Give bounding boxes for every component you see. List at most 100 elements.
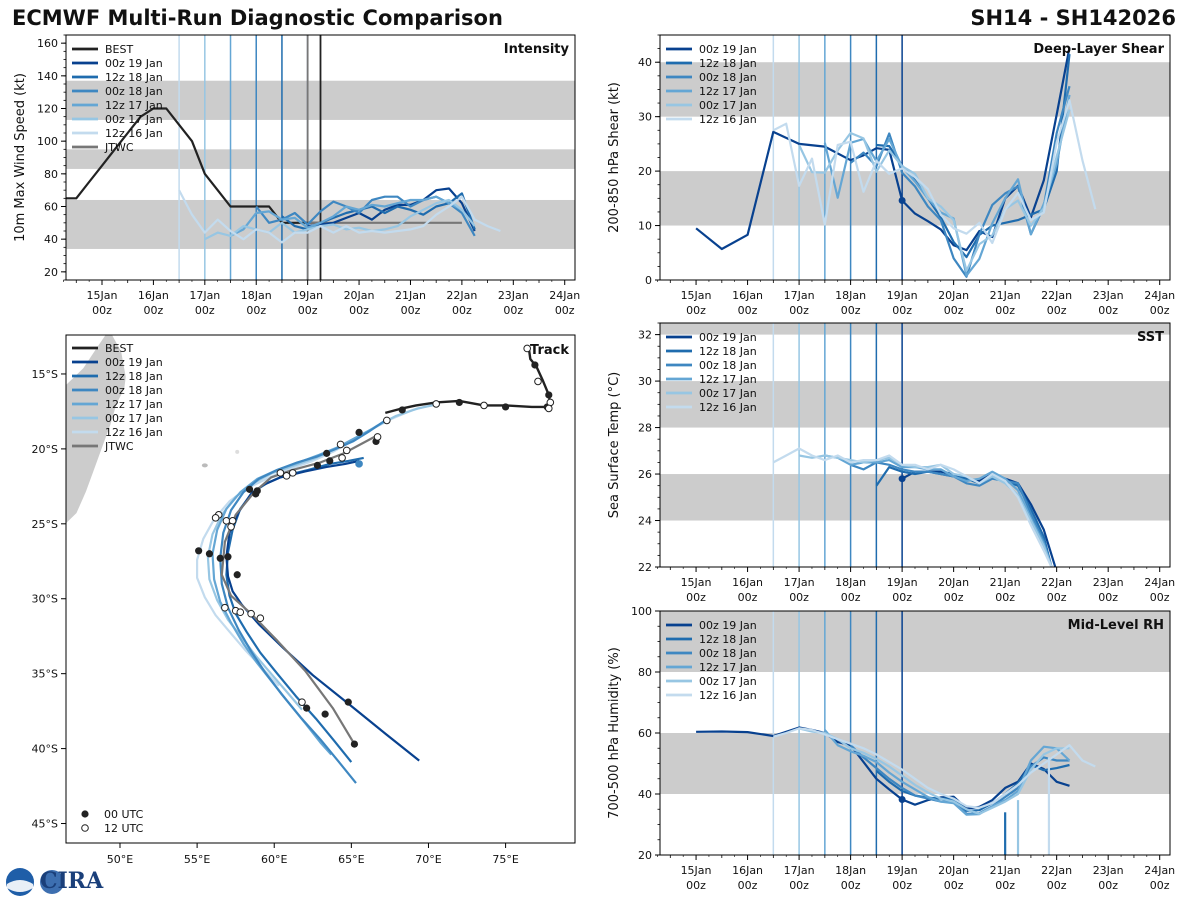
track-marker-00utc — [455, 398, 463, 407]
rh-ytick-label: 100 — [631, 605, 652, 618]
track-ytick-label: 15°S — [32, 368, 58, 381]
rh-xtick-label: 19Jan — [887, 864, 918, 877]
track-marker-12utc — [222, 517, 231, 525]
track-marker-12utc — [211, 514, 220, 522]
sst-xtick-label-hour: 00z — [944, 591, 964, 604]
rh-xtick-label: 17Jan — [784, 864, 815, 877]
rh-ytick-label: 60 — [638, 727, 652, 740]
shear-xtick-label: 24Jan — [1144, 289, 1175, 302]
track-marker-00utc — [321, 710, 329, 718]
sst-ytick-label: 32 — [638, 329, 652, 342]
rh-series-00z-17-jan — [798, 727, 1070, 815]
shear-xtick-label-hour: 00z — [1047, 304, 1067, 317]
shear-xtick-label-hour: 00z — [738, 304, 758, 317]
sst-xtick-label: 24Jan — [1144, 576, 1175, 589]
intensity-legend-label-00z-18-jan: 00z 18 Jan — [105, 85, 163, 98]
intensity-xtick-label-hour: 00z — [144, 304, 164, 317]
track-xtick-label: 55°E — [184, 853, 210, 866]
sst-xtick-label: 21Jan — [990, 576, 1021, 589]
sst-plot-area — [660, 323, 1170, 567]
intensity-xtick-label-hour: 00z — [401, 304, 421, 317]
intensity-ytick-label: 40 — [44, 233, 58, 246]
rh-legend-label-00z-17-jan: 00z 17 Jan — [699, 675, 757, 688]
track-marker-legend-label-12: 12 UTC — [104, 822, 144, 835]
track-ytick-label: 40°S — [32, 743, 58, 756]
panel-sst: 22 24 26 28 30 32 15Jan 00z 16Jan 00z 17Jan 00z 18Ja… — [607, 322, 1175, 604]
sst-xtick-label-hour: 00z — [1047, 591, 1067, 604]
shear-xtick-label: 22Jan — [1041, 289, 1072, 302]
track-plot-area — [66, 335, 555, 784]
track-xtick-label: 75°E — [492, 853, 518, 866]
panel-shear: 0 10 20 30 40 15Jan 00z 16Jan 00z 17Jan 00z 18Jan 00… — [607, 34, 1175, 317]
intensity-series-00z-19-jan — [307, 187, 476, 232]
track-xtick-label: 60°E — [261, 853, 287, 866]
shear-ytick-label: 10 — [638, 220, 652, 233]
shear-xtick-label-hour: 00z — [1098, 304, 1118, 317]
track-legend-label-jtwc: JTWC — [104, 440, 134, 453]
intensity-legend-label-00z-19-jan: 00z 19 Jan — [105, 57, 163, 70]
track-xtick-label: 70°E — [415, 853, 441, 866]
rh-plot-area — [660, 611, 1170, 855]
track-legend-label-00z-18-jan: 00z 18 Jan — [105, 384, 163, 397]
track-marker-00utc — [531, 361, 539, 369]
track-marker-12utc — [236, 608, 245, 617]
sst-ytick-label: 22 — [638, 561, 652, 574]
storm-id-title: SH14 - SH142026 — [970, 6, 1176, 30]
rh-legend-label-12z-16-jan: 12z 16 Jan — [699, 689, 757, 702]
intensity-xtick-label-hour: 00z — [246, 304, 266, 317]
track-marker-12utc — [227, 523, 235, 531]
sst-xtick-label-hour: 00z — [686, 591, 706, 604]
sst-band-2 — [660, 323, 1170, 335]
shear-xtick-label-hour: 00z — [1150, 304, 1170, 317]
track-marker-00utc — [501, 403, 510, 411]
rh-legend-label-12z-18-jan: 12z 18 Jan — [699, 633, 757, 646]
track-series-jtwc — [220, 435, 376, 745]
track-marker-12utc — [373, 433, 382, 441]
track-xtick-label: 50°E — [107, 853, 133, 866]
track-marker-12utc — [432, 400, 440, 408]
panel-track: 50°E 55°E 60°E 65°E 70°E 75°E 15°S 20°S 25°S 30°S… — [32, 334, 576, 866]
track-series-12z-16-jan — [196, 402, 437, 687]
intensity-xtick-label-hour: 00z — [452, 304, 472, 317]
track-marker-00utc — [195, 547, 203, 555]
sst-xtick-label-hour: 00z — [995, 591, 1015, 604]
rh-xtick-label-hour: 00z — [995, 879, 1015, 892]
shear-xtick-label-hour: 00z — [944, 304, 964, 317]
sst-xtick-label: 22Jan — [1041, 576, 1072, 589]
intensity-legend-label-12z-16-jan: 12z 16 Jan — [105, 127, 163, 140]
intensity-xtick-label-hour: 00z — [555, 304, 575, 317]
sst-analysis-point — [898, 475, 906, 483]
track-marker-12utc — [544, 404, 553, 413]
rh-xtick-label-hour: 00z — [841, 879, 861, 892]
rh-xtick-label: 18Jan — [835, 864, 866, 877]
track-marker-00utc — [253, 487, 261, 495]
madagascar-landmass — [66, 335, 127, 525]
track-marker-12utc — [247, 609, 255, 618]
track-marker-legend-label-00: 00 UTC — [104, 808, 144, 821]
track-marker-12utc — [523, 344, 531, 353]
shear-ytick-label: 40 — [638, 56, 652, 69]
intensity-legend-label-12z-17-jan: 12z 17 Jan — [105, 99, 163, 112]
rh-xtick-label-hour: 00z — [1150, 879, 1170, 892]
rh-ytick-label: 20 — [638, 849, 652, 862]
rh-xtick-label-hour: 00z — [944, 879, 964, 892]
shear-ylabel: 200-850 hPa Shear (kt) — [607, 82, 622, 233]
track-marker-12utc — [336, 440, 345, 449]
shear-xtick-label: 18Jan — [835, 289, 866, 302]
track-frame — [65, 334, 576, 844]
rh-band-1 — [660, 611, 1170, 672]
shear-ytick-label: 0 — [645, 274, 652, 287]
intensity-legend-label-best: BEST — [105, 43, 133, 56]
track-ytick-label: 20°S — [32, 443, 58, 456]
intensity-panel-label: Intensity — [504, 42, 570, 57]
sst-ylabel: Sea Surface Temp (°C) — [607, 372, 622, 519]
sst-legend-label-00z-17-jan: 00z 17 Jan — [699, 387, 757, 400]
sst-ytick-label: 24 — [638, 515, 652, 528]
intensity-series-00z-17-jan — [204, 198, 476, 241]
track-current-position — [355, 460, 363, 468]
rh-xtick-label: 21Jan — [990, 864, 1021, 877]
intensity-legend-label-12z-18-jan: 12z 18 Jan — [105, 71, 163, 84]
track-legend-label-best: BEST — [105, 342, 133, 355]
sst-xtick-label-hour: 00z — [892, 591, 912, 604]
